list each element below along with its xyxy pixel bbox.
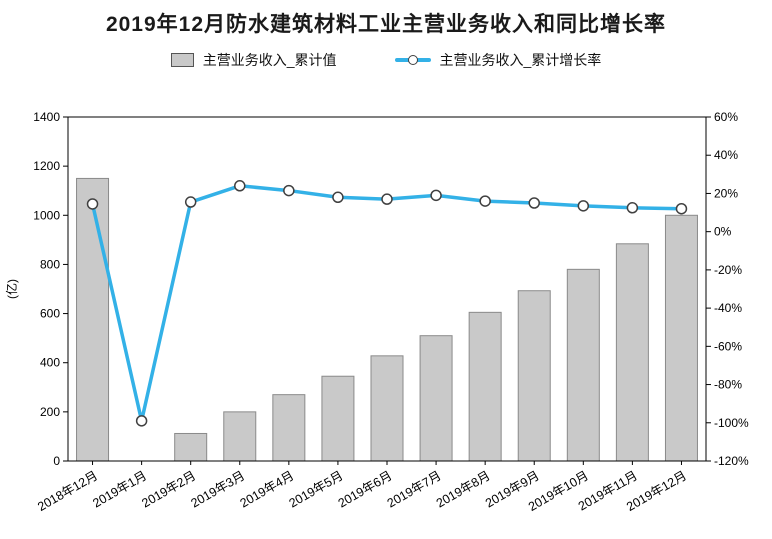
left-tick-label: 1200 [33,159,60,173]
revenue-bar [419,335,453,462]
x-tick-label: 2019年2月 [139,468,198,510]
x-tick-label: 2019年5月 [287,468,346,510]
growth-marker [234,180,246,192]
growth-marker [528,197,540,209]
growth-marker [332,191,344,204]
revenue-bar [76,177,110,462]
right-tick-label: -120% [714,454,749,468]
left-tick-label: 0 [53,454,60,468]
chart-title: 2019年12月防水建筑材料工业主营业务收入和同比增长率 [105,13,667,36]
left-tick-label: 400 [40,356,60,370]
growth-marker [675,202,688,215]
legend-item-bar: 主营业务收入_累计值 [170,50,337,70]
chart-svg: 0 200 400 600 800 1000 1200 1400 -120% -100% -80% -… [4,110,749,514]
x-tick-label: 2019年8月 [434,468,493,510]
revenue-bar [664,214,698,462]
y-axis-label: (亿) [4,279,19,299]
revenue-bar [321,375,355,462]
growth-marker [381,193,393,205]
x-tick-label: 2019年3月 [189,468,248,510]
growth-marker [86,198,99,210]
legend-label-bar: 主营业务收入_累计值 [202,52,337,68]
legend: 主营业务收入_累计值 主营业务收入_累计增长率 [0,50,772,70]
left-tick-label: 200 [40,405,60,419]
x-tick-label: 2019年4月 [238,468,297,510]
right-tick-label: 0% [714,225,732,239]
revenue-bar [370,355,404,462]
growth-marker [430,189,442,202]
right-tick-label: -40% [714,301,742,315]
growth-marker [135,415,148,427]
growth-marker [626,202,639,214]
revenue-bar [566,268,600,462]
growth-marker [479,195,491,207]
right-tick-label: -80% [714,378,742,392]
right-tick-label: -100% [714,416,749,430]
growth-marker [577,200,590,212]
circle-marker-icon [407,55,418,65]
right-tick-label: 20% [714,186,738,200]
right-tick-label: -20% [714,263,742,277]
x-tick-label: 2019年1月 [90,468,149,510]
revenue-bar [272,394,306,462]
x-tick-label: 2018年12月 [35,468,100,513]
right-tick-label: 60% [714,110,738,124]
line-marker-icon [394,55,431,65]
revenue-bar [174,432,208,462]
bar-swatch-icon [170,53,194,67]
revenue-bar [223,411,257,462]
left-tick-label: 600 [40,307,60,321]
revenue-bar [517,290,551,462]
revenue-bar [468,311,502,462]
left-tick-label: 1000 [33,208,60,222]
growth-marker [283,184,295,197]
right-tick-label: 40% [714,148,738,162]
right-tick-label: -60% [714,339,742,353]
x-tick-label: 2019年7月 [385,468,444,510]
chart: 0 200 400 600 800 1000 1200 1400 -120% -100% -80% -… [0,70,772,539]
left-tick-label: 800 [40,257,60,271]
revenue-bar [615,243,649,462]
legend-item-line: 主营业务收入_累计增长率 [394,50,602,70]
left-tick-label: 1400 [33,110,60,124]
growth-marker [184,196,197,208]
legend-label-line: 主营业务收入_累计增长率 [439,52,602,68]
x-tick-label: 2019年6月 [336,468,395,510]
